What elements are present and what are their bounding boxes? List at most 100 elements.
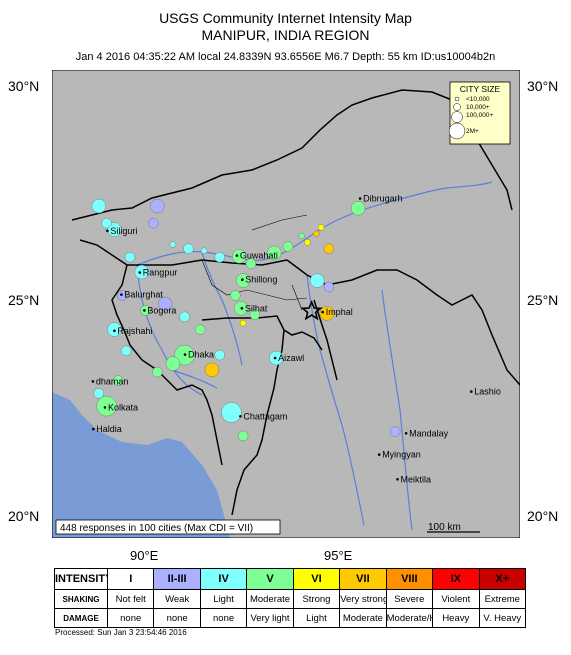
- damage-cell: Light: [292, 608, 341, 628]
- damage-cell: none: [153, 608, 201, 628]
- city-dot: [235, 254, 239, 257]
- intensity-row: INTENSITY I II-III IV V VI VII VIII IX X+: [54, 568, 526, 590]
- lat-label-20-right: 20°N: [527, 508, 559, 524]
- city-label: Balurghat: [124, 290, 163, 300]
- city-label: Dhaka: [188, 350, 214, 360]
- city-size-title: CITY SIZE: [460, 84, 501, 94]
- response-marker: [319, 306, 335, 321]
- epicenter-star: [300, 300, 323, 321]
- city-dot: [470, 390, 473, 393]
- city-dot: [103, 406, 107, 409]
- intensity-map: Dibrugarh Siliguri Guwahati Rangpur Shillong…: [52, 70, 520, 538]
- response-marker: [282, 241, 294, 252]
- shaking-cell: Very strong: [339, 589, 387, 609]
- shaking-row: SHAKING Not felt Weak Light Moderate Strong V…: [54, 589, 526, 609]
- city-dot: [138, 271, 142, 274]
- shaking-cell: Light: [199, 589, 248, 609]
- response-marker: [221, 402, 242, 423]
- shaking-cell: Not felt: [106, 589, 155, 609]
- lat-label-30-right: 30°N: [527, 78, 559, 94]
- size-legend-4: 2M+: [466, 128, 479, 135]
- lat-label-30-left: 30°N: [8, 78, 40, 94]
- intensity-cell: II-III: [153, 568, 201, 590]
- intensity-cell: VI: [292, 568, 341, 590]
- response-marker: [113, 375, 124, 386]
- city-dot: [106, 229, 109, 233]
- city-label: dhaman: [96, 376, 129, 386]
- lat-label-20-left: 20°N: [8, 508, 40, 524]
- city-label: Lashio: [474, 387, 501, 397]
- response-marker: [323, 243, 335, 254]
- damage-cell: none: [199, 608, 248, 628]
- response-marker: [148, 217, 159, 229]
- shaking-cell: Strong: [292, 589, 341, 609]
- city-dot: [113, 329, 116, 333]
- city-label: Chattagam: [243, 411, 287, 421]
- scale-bar-label: 100 km: [428, 522, 461, 533]
- shaking-cell: Severe: [385, 589, 434, 609]
- damage-cell: Moderate: [339, 608, 387, 628]
- damage-cell: V. Heavy: [478, 608, 526, 628]
- national-borders: [71, 89, 520, 516]
- event-info: Jan 4 2016 04:35:22 AM local 24.8339N 93…: [75, 51, 496, 63]
- response-marker: [101, 217, 112, 229]
- city-label: Rangpur: [143, 268, 178, 278]
- city-dot: [404, 432, 408, 435]
- damage-row-label: DAMAGE: [54, 608, 108, 628]
- damage-cell: Moderate/Heavy: [385, 608, 434, 628]
- size-legend-1: <10,000: [466, 96, 490, 103]
- intensity-row-label: INTENSITY: [54, 568, 108, 590]
- response-marker: [120, 345, 132, 356]
- map-title: USGS Community Internet Intensity Map: [159, 10, 412, 26]
- state-borders: [201, 214, 308, 311]
- city-label: Imphal: [326, 307, 353, 317]
- size-legend-2: 10,000+: [466, 104, 490, 111]
- response-marker: [169, 241, 177, 248]
- response-marker: [179, 311, 190, 323]
- intensity-cell: VIII: [385, 568, 434, 590]
- city-dot: [239, 415, 242, 418]
- response-marker: [183, 243, 194, 254]
- city-label: Bogora: [147, 305, 176, 315]
- city-dot: [358, 197, 362, 200]
- response-marker: [124, 251, 136, 263]
- city-dot: [143, 309, 146, 312]
- response-marker: [165, 356, 181, 371]
- city-label: Rajshahi: [117, 326, 152, 336]
- response-marker: [304, 239, 311, 246]
- response-marker: [214, 349, 225, 361]
- response-marker: [96, 395, 117, 417]
- responses-box: 448 responses in 100 cities (Max CDI = V…: [55, 519, 281, 535]
- response-marker: [245, 258, 257, 269]
- damage-cell: none: [106, 608, 155, 628]
- intensity-cell: IV: [199, 568, 248, 590]
- city-dot: [273, 356, 277, 360]
- response-marker: [231, 249, 247, 264]
- response-marker: [200, 247, 208, 255]
- response-marker: [239, 319, 247, 327]
- city-dot: [120, 293, 123, 296]
- response-marker: [157, 296, 173, 312]
- intensity-cell: VII: [339, 568, 387, 590]
- intensity-cell: I: [106, 568, 155, 590]
- response-marker: [204, 362, 220, 378]
- city-label: Shillong: [245, 275, 277, 285]
- shaking-cell: Weak: [153, 589, 201, 609]
- city-label: Aizawl: [278, 353, 304, 363]
- city-size-legend: CITY SIZE <10,000 10,000+ 100,000+ 2M+: [448, 81, 511, 145]
- processed-timestamp: Processed: Sun Jan 3 23:54:46 2016: [55, 628, 187, 637]
- response-marker: [317, 224, 325, 231]
- response-marker: [152, 366, 163, 378]
- city-labels: Dibrugarh Siliguri Guwahati Rangpur Shillong…: [91, 194, 501, 484]
- shaking-cell: Moderate: [246, 589, 294, 609]
- response-marker: [313, 230, 320, 238]
- city-dot: [396, 478, 399, 481]
- shaking-row-label: SHAKING: [54, 589, 108, 609]
- response-marker: [237, 430, 249, 442]
- response-marker: [134, 264, 149, 280]
- response-marker: [91, 198, 106, 214]
- city-label: Meiktila: [401, 474, 432, 484]
- response-marker: [194, 324, 206, 335]
- city-label: Haldia: [96, 424, 122, 434]
- response-marker: [150, 198, 165, 214]
